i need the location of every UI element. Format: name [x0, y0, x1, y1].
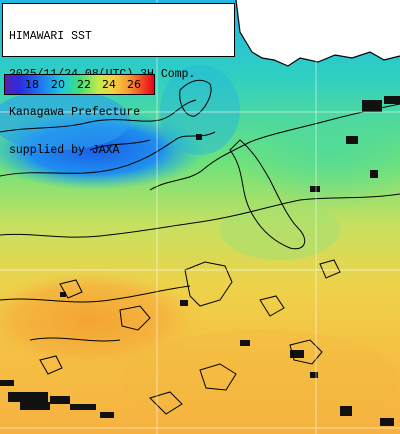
warm-eddies	[39, 259, 341, 415]
legend-tick-22: 22	[77, 78, 91, 91]
dataset-title: HIMAWARI SST	[9, 30, 92, 44]
cloud-mask	[0, 96, 400, 426]
coastline	[235, 0, 400, 67]
land-mass	[236, 0, 400, 66]
legend-tick-24: 24	[102, 78, 116, 91]
isotherm-contours	[0, 79, 400, 342]
legend-tick-26: 26	[127, 78, 141, 91]
legend-tick-18: 18	[25, 78, 39, 91]
region-name: Kanagawa Prefecture	[9, 105, 141, 119]
legend-color-bar	[5, 75, 154, 94]
data-source: supplied by JAXA	[9, 143, 120, 157]
map-info-box: HIMAWARI SST 2025/11/24 08(UTC) 3H Comp.…	[2, 3, 235, 156]
temperature-legend: 18 20 22 24 26	[4, 74, 155, 95]
legend-tick-20: 20	[51, 78, 65, 91]
